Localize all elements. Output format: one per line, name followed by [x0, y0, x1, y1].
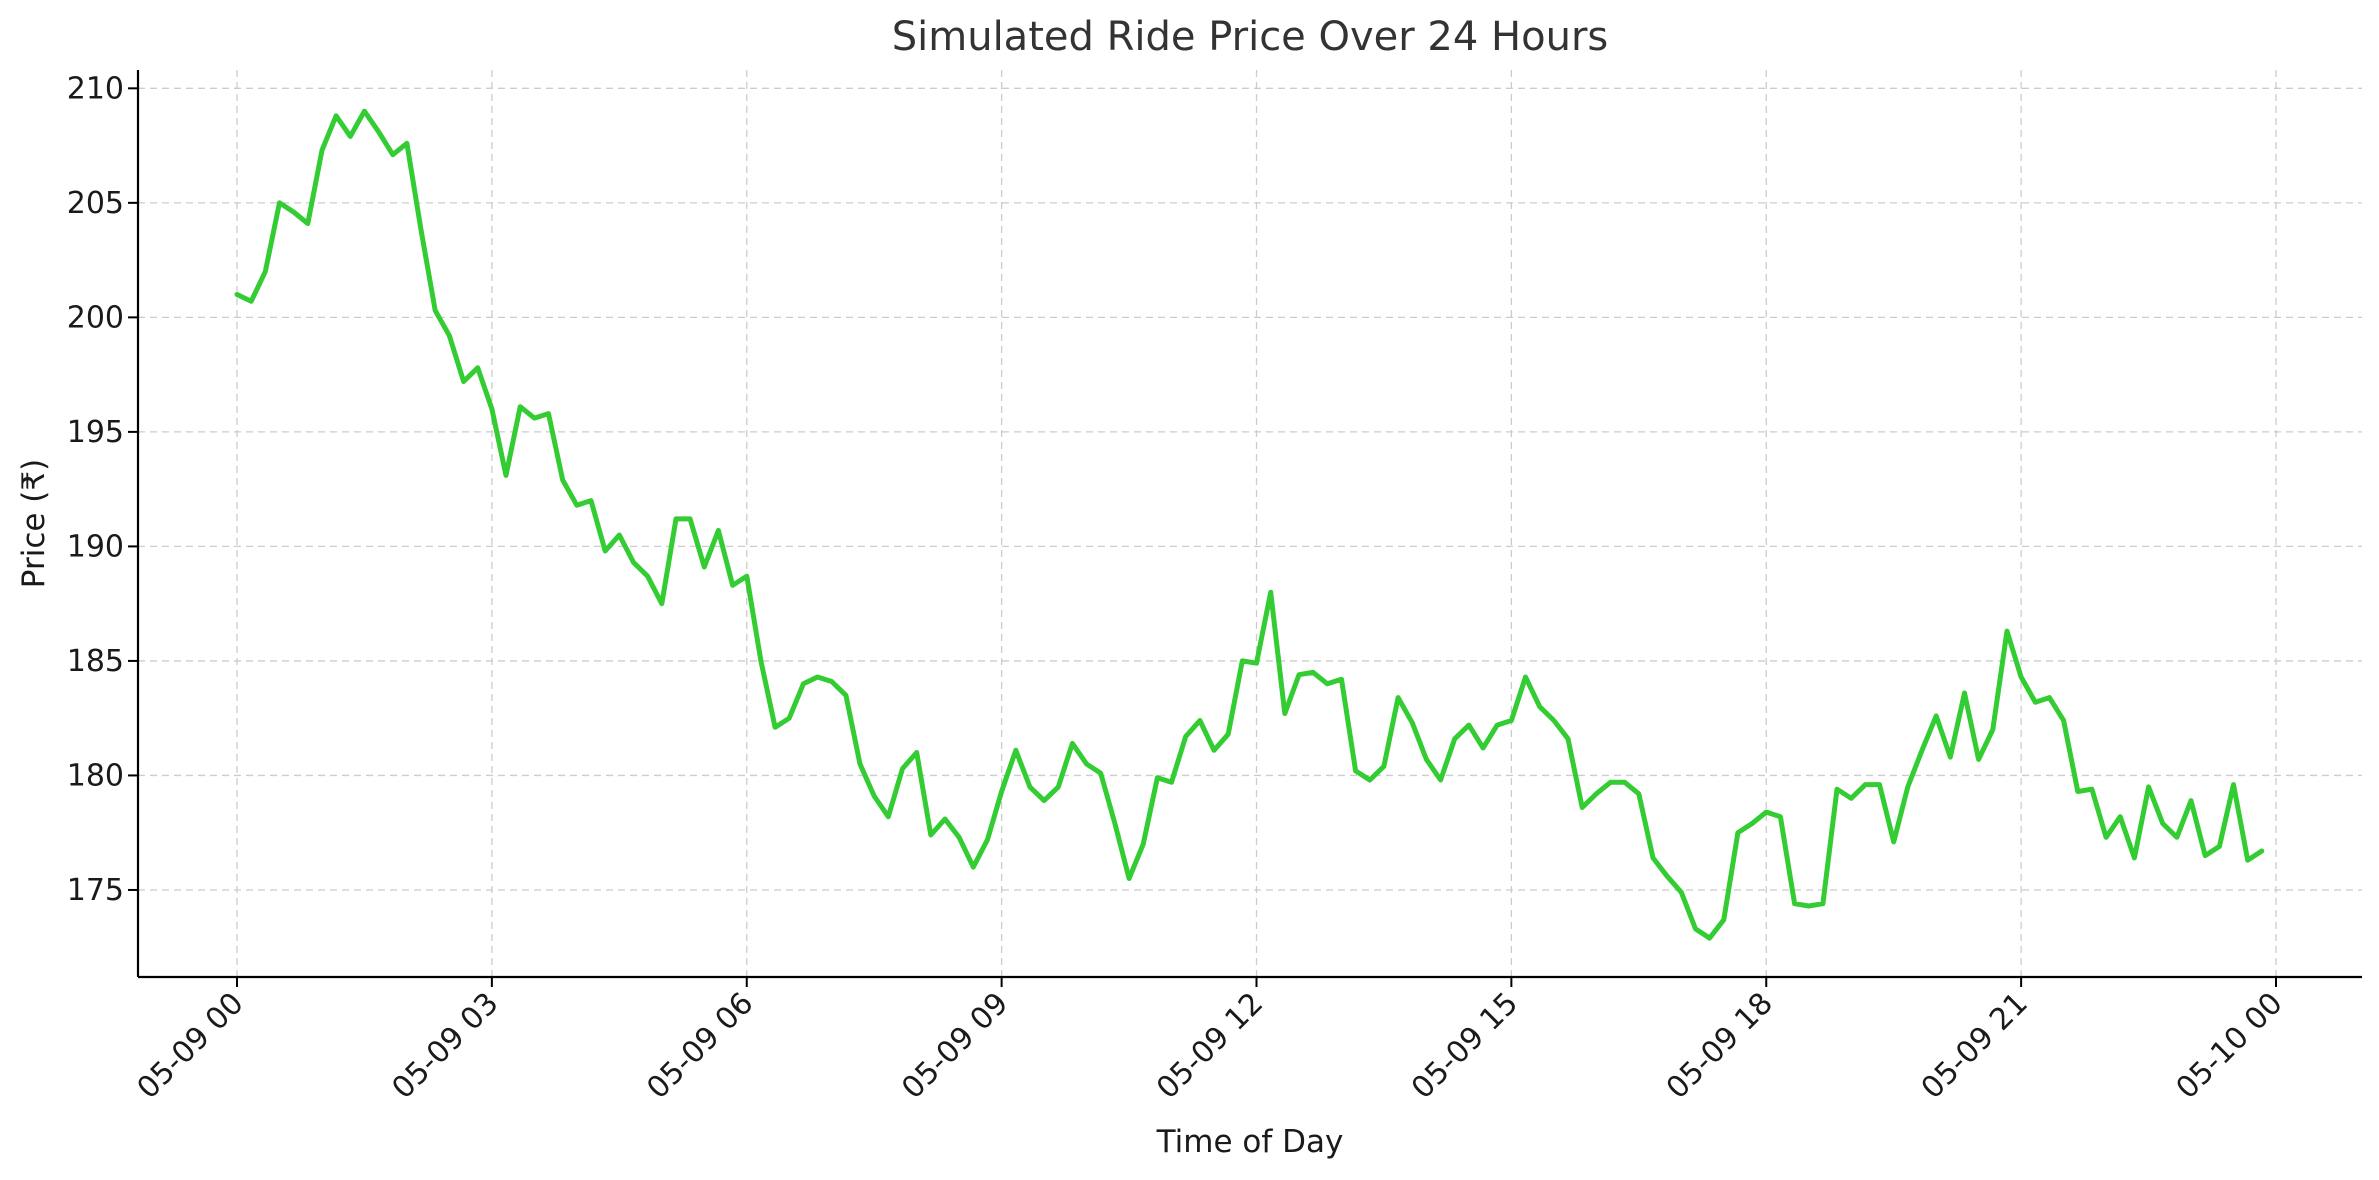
x-tick-label: 05-09 12	[1150, 986, 1270, 1106]
y-tick-label: 210	[67, 71, 124, 106]
ticks: 175 180 185 190 195 200 205 210 05-09 00 05-09 03…	[67, 71, 2290, 1106]
x-tick-label: 05-09 15	[1405, 986, 1525, 1106]
y-tick-label: 190	[67, 529, 124, 564]
series-layer	[234, 108, 2265, 941]
y-tick-label: 195	[67, 415, 124, 450]
x-tick-label: 05-09 06	[640, 986, 760, 1106]
x-axis-label: Time of Day	[1156, 1124, 1344, 1160]
x-tick-label: 05-09 21	[1915, 986, 2035, 1106]
y-tick-label: 180	[67, 758, 124, 793]
axes	[136, 70, 2362, 979]
x-tick-label: 05-10 00	[2170, 986, 2290, 1106]
price-series-line	[234, 108, 2265, 941]
y-axis-label: Price (₹)	[16, 459, 52, 588]
y-tick-label: 200	[67, 300, 124, 335]
x-tick-label: 05-09 00	[131, 986, 251, 1106]
y-tick-label: 185	[67, 644, 124, 679]
x-tick-label: 05-09 18	[1660, 986, 1780, 1106]
y-tick-label: 175	[67, 873, 124, 908]
x-tick-label: 05-09 03	[385, 986, 505, 1106]
y-tick-label: 205	[67, 186, 124, 221]
grid-lines	[138, 70, 2362, 977]
x-tick-label: 05-09 09	[895, 986, 1015, 1106]
chart-title: Simulated Ride Price Over 24 Hours	[892, 14, 1608, 60]
